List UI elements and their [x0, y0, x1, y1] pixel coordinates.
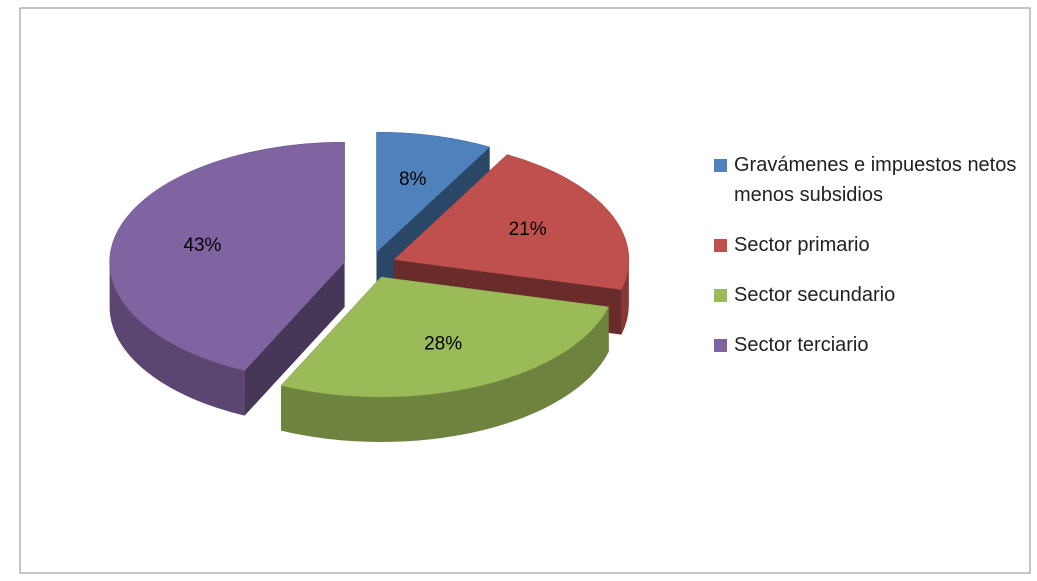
data-label: 21% — [509, 219, 547, 240]
slice-top — [376, 131, 491, 253]
legend-item: Sector primario — [714, 230, 1024, 260]
legend-swatch — [714, 289, 727, 302]
pie-slice: 43% — [109, 141, 345, 416]
legend: Gravámenes e impuestos netos menos subsi… — [714, 150, 1024, 380]
legend-label: Sector secundario — [734, 284, 896, 306]
data-label: 28% — [424, 333, 462, 354]
slice-top — [393, 154, 630, 290]
slice-wall — [109, 262, 245, 416]
legend-swatch — [714, 339, 727, 352]
legend-swatch — [714, 159, 727, 172]
legend-label: Sector primario — [734, 234, 870, 256]
legend-label: Sector terciario — [734, 334, 869, 356]
pie-slice: 28% — [280, 276, 610, 443]
slice-top — [280, 276, 610, 398]
slice-wall — [621, 259, 629, 335]
slice-side — [244, 262, 345, 416]
slice-top — [109, 141, 345, 371]
legend-item: Sector terciario — [714, 330, 1024, 360]
data-label: 43% — [183, 235, 221, 256]
slice-wall — [281, 306, 609, 443]
legend-item: Gravámenes e impuestos netos menos subsi… — [714, 150, 1024, 210]
legend-swatch — [714, 239, 727, 252]
data-label: 8% — [399, 169, 427, 190]
legend-label: Gravámenes e impuestos netos menos subsi… — [734, 154, 1017, 206]
legend-item: Sector secundario — [714, 280, 1024, 310]
